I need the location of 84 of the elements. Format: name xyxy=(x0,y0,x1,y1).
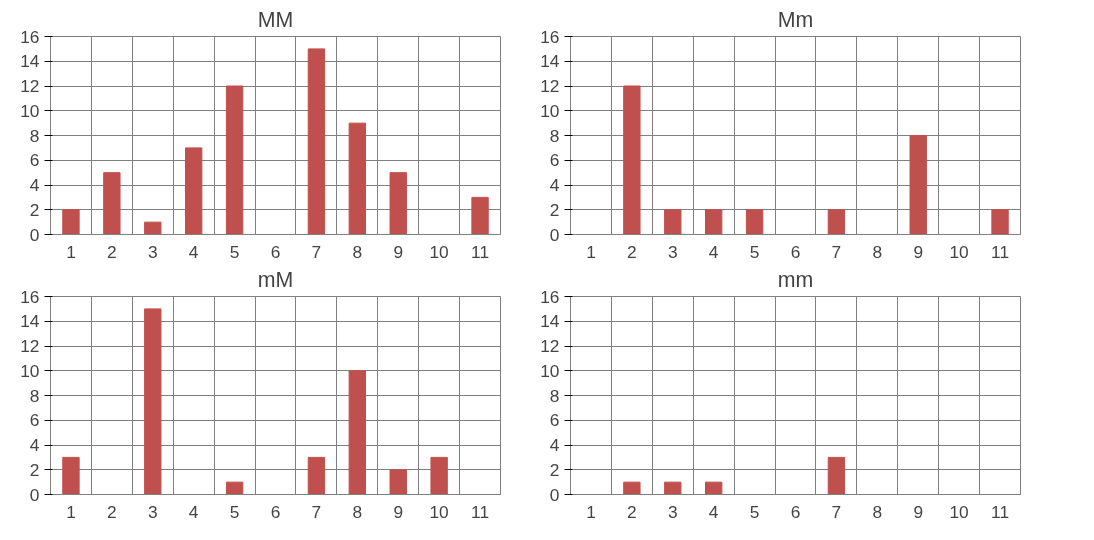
x-tick-label: 3 xyxy=(667,501,678,522)
y-tick-label: 2 xyxy=(29,199,40,220)
y-tick-label: 12 xyxy=(540,336,560,356)
y-tick-label: 10 xyxy=(20,100,40,121)
y-tick-label: 4 xyxy=(29,435,40,455)
x-tick-label: 6 xyxy=(790,241,801,262)
x-tick-label: 5 xyxy=(749,241,760,262)
x-tick-label: 2 xyxy=(627,241,637,262)
y-tick-label: 0 xyxy=(549,484,560,505)
y-tick-label: 0 xyxy=(29,484,40,505)
y-tick-label: 8 xyxy=(29,125,40,146)
y-tick-label: 16 xyxy=(540,26,560,47)
x-tick-label: 6 xyxy=(790,501,801,522)
x-tick-label: 3 xyxy=(147,241,158,262)
x-tick-label: 2 xyxy=(107,501,117,522)
x-tick-label: 1 xyxy=(66,241,76,262)
x-tick-label: 6 xyxy=(270,501,281,522)
x-tick-label: 11 xyxy=(991,501,1010,522)
y-tick-label: 10 xyxy=(540,360,560,381)
x-tick-label: 5 xyxy=(749,501,760,522)
x-tick-label: 11 xyxy=(471,241,490,262)
x-tick-label: 9 xyxy=(913,501,924,522)
x-tick-label: 7 xyxy=(311,241,322,262)
y-tick-label: 6 xyxy=(549,150,560,171)
y-tick-label: 16 xyxy=(20,26,40,47)
x-tick-label: 2 xyxy=(627,501,637,522)
x-tick-label: 6 xyxy=(270,241,281,262)
chart-title: mM xyxy=(257,267,294,292)
y-tick-label: 6 xyxy=(29,410,40,431)
y-tick-label: 8 xyxy=(549,125,560,146)
y-tick-label: 0 xyxy=(549,224,560,245)
chart-title: Mm xyxy=(777,7,814,32)
y-tick-label: 2 xyxy=(549,459,560,480)
y-tick-label: 2 xyxy=(549,199,560,220)
x-tick-label: 10 xyxy=(429,241,449,262)
y-tick-label: 12 xyxy=(540,76,560,96)
y-tick-label: 12 xyxy=(20,336,40,356)
y-tick-label: 10 xyxy=(540,100,560,121)
y-tick-label: 6 xyxy=(29,150,40,171)
x-tick-label: 7 xyxy=(831,501,842,522)
y-tick-label: 10 xyxy=(20,360,40,381)
y-tick-label: 4 xyxy=(549,435,560,455)
x-tick-label: 11 xyxy=(471,501,490,522)
chart-title: MM xyxy=(257,7,294,32)
x-tick-label: 5 xyxy=(229,501,240,522)
x-tick-label: 9 xyxy=(393,501,404,522)
x-tick-label: 8 xyxy=(352,501,363,522)
x-tick-label: 4 xyxy=(188,241,199,262)
chart-title: mm xyxy=(777,267,814,292)
x-tick-label: 10 xyxy=(949,501,969,522)
x-tick-label: 4 xyxy=(188,501,199,522)
x-tick-label: 1 xyxy=(586,241,596,262)
y-tick-label: 14 xyxy=(540,51,560,72)
x-tick-label: 1 xyxy=(586,501,596,522)
x-tick-label: 8 xyxy=(872,241,883,262)
y-tick-label: 14 xyxy=(540,311,560,332)
y-tick-label: 4 xyxy=(29,175,40,195)
x-tick-label: 3 xyxy=(147,501,158,522)
y-tick-label: 14 xyxy=(20,51,40,72)
x-tick-label: 2 xyxy=(107,241,117,262)
x-tick-label: 7 xyxy=(831,241,842,262)
y-tick-label: 0 xyxy=(29,224,40,245)
y-tick-label: 16 xyxy=(20,286,40,307)
x-tick-label: 10 xyxy=(429,501,449,522)
x-tick-label: 4 xyxy=(708,241,719,262)
x-tick-label: 9 xyxy=(393,241,404,262)
x-tick-label: 3 xyxy=(667,241,678,262)
y-tick-label: 8 xyxy=(549,385,560,406)
x-tick-label: 7 xyxy=(311,501,322,522)
x-tick-label: 9 xyxy=(913,241,924,262)
y-tick-label: 14 xyxy=(20,311,40,332)
x-tick-label: 10 xyxy=(949,241,969,262)
x-tick-label: 11 xyxy=(991,241,1010,262)
y-tick-label: 6 xyxy=(549,410,560,431)
y-tick-label: 12 xyxy=(20,76,40,96)
x-tick-label: 1 xyxy=(66,501,76,522)
x-tick-label: 4 xyxy=(708,501,719,522)
x-tick-label: 8 xyxy=(872,501,883,522)
x-tick-label: 5 xyxy=(229,241,240,262)
y-tick-label: 16 xyxy=(540,286,560,307)
x-tick-label: 8 xyxy=(352,241,363,262)
y-tick-label: 4 xyxy=(549,175,560,195)
y-tick-label: 8 xyxy=(29,385,40,406)
y-tick-label: 2 xyxy=(29,459,40,480)
